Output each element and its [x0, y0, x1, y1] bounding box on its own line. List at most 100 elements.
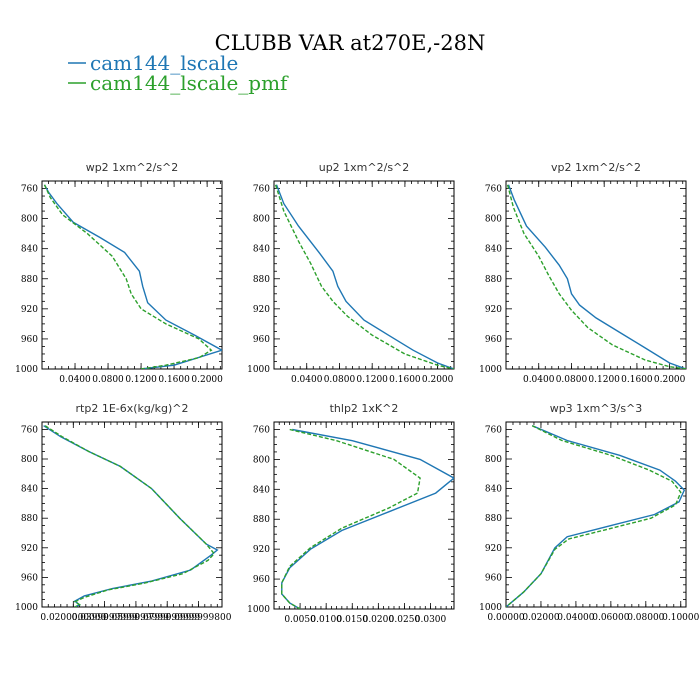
- y-tick-label: 1000: [479, 365, 502, 375]
- y-tick-label: 840: [21, 485, 38, 495]
- y-tick-label: 960: [253, 335, 270, 345]
- series-line-2: [506, 425, 682, 607]
- x-tick-label: 0.0799999999: [134, 613, 200, 623]
- x-tick-label: 0.0400: [59, 375, 91, 385]
- x-tick-label: 0.0250: [389, 615, 421, 625]
- y-tick-label: 960: [21, 335, 38, 345]
- y-tick-label: 760: [21, 185, 38, 195]
- plot-frame: [273, 421, 455, 610]
- y-tick-label: 760: [485, 185, 502, 195]
- series-line-1: [275, 184, 454, 369]
- x-tick-label: 0.00000: [487, 613, 524, 623]
- panel-3: vp2 1xm^2/s^2 0.0400 0.0800 0.1200 0.1600 0.2…: [479, 161, 687, 385]
- x-tick-label: 0.0399999999: [72, 613, 138, 623]
- x-tick-label: 0.0800: [324, 375, 356, 385]
- legend-label-series-2: cam144_lscale_pmf: [90, 71, 289, 95]
- x-tick-label: 0.1200: [588, 375, 620, 385]
- x-tick-label: 0.1600: [158, 375, 190, 385]
- x-tick-label: 0.0200: [363, 615, 395, 625]
- series-line-1: [507, 184, 686, 369]
- y-tick-label: 760: [253, 185, 270, 195]
- x-tick-label: 0.08000: [627, 613, 664, 623]
- x-tick-label: 0.04000: [557, 613, 594, 623]
- x-tick-label: 0.1600: [621, 375, 653, 385]
- y-tick-label: 1000: [247, 365, 270, 375]
- panel-title: rtp2 1E-6x(kg/kg)^2: [76, 402, 189, 415]
- plot-frame: [505, 421, 687, 608]
- x-tick-label: 0.0200000000: [40, 613, 106, 623]
- panel-title: wp2 1xm^2/s^2: [86, 161, 179, 174]
- y-tick-label: 800: [21, 455, 38, 465]
- panel-2: up2 1xm^2/s^2 0.0400 0.0800 0.1200 0.1600 0.2…: [247, 161, 455, 385]
- y-tick-label: 920: [253, 545, 270, 555]
- y-tick-label: 960: [21, 573, 38, 583]
- y-tick-label: 880: [253, 515, 270, 525]
- x-tick-label: 0.1200: [125, 375, 157, 385]
- y-tick-label: 1000: [15, 603, 38, 613]
- x-tick-label: 0.0800: [92, 375, 124, 385]
- x-tick-label: 0.10000: [662, 613, 699, 623]
- y-tick-label: 880: [21, 514, 38, 524]
- panel-5: thlp2 1xK^2 0.00500.01000.01500.02000.025…: [247, 402, 455, 625]
- y-tick-label: 760: [253, 425, 270, 435]
- panel-title: thlp2 1xK^2: [330, 402, 399, 415]
- y-tick-label: 920: [21, 544, 38, 554]
- x-tick-label: 0.2000: [422, 375, 454, 385]
- x-tick-label: 0.0050: [284, 615, 316, 625]
- panel-1: wp2 1xm^2/s^2 0.0400 0.0800 0.1200 0.1600 0.2…: [15, 161, 223, 385]
- x-tick-label: 0.0300: [415, 615, 447, 625]
- panel-title: up2 1xm^2/s^2: [319, 161, 410, 174]
- y-tick-label: 960: [485, 573, 502, 583]
- series-line-2: [43, 184, 213, 369]
- x-tick-label: 0.0599999999: [103, 613, 169, 623]
- y-tick-label: 1000: [15, 365, 38, 375]
- figure-title: CLUBB VAR at270E,-28N: [215, 31, 486, 55]
- y-tick-label: 800: [485, 215, 502, 225]
- y-tick-label: 840: [485, 245, 502, 255]
- y-tick-label: 880: [485, 514, 502, 524]
- panel-4: rtp2 1E-6x(kg/kg)^2 0.02000000000.0399999…: [15, 402, 232, 623]
- x-tick-label: 0.0150: [337, 615, 369, 625]
- y-tick-label: 920: [485, 544, 502, 554]
- y-tick-label: 960: [253, 575, 270, 585]
- panel-6: wp3 1xm^3/s^3 0.000000.020000.040000.0600…: [479, 402, 700, 623]
- plot-frame: [273, 180, 455, 370]
- y-tick-label: 840: [253, 245, 270, 255]
- x-tick-label: 0.0400: [523, 375, 555, 385]
- series-line-1: [43, 425, 219, 607]
- x-tick-label: 0.2000: [191, 375, 223, 385]
- y-tick-label: 920: [485, 305, 502, 315]
- y-tick-label: 920: [21, 305, 38, 315]
- series-line-2: [274, 184, 454, 369]
- y-tick-label: 880: [485, 275, 502, 285]
- legend: cam144_lscale cam144_lscale_pmf: [68, 51, 289, 95]
- plot-frame: [505, 180, 687, 370]
- x-tick-label: 0.1600: [389, 375, 421, 385]
- x-tick-label: 0.2000: [654, 375, 686, 385]
- y-tick-label: 840: [485, 485, 502, 495]
- series-line-1: [281, 428, 454, 609]
- y-tick-label: 880: [21, 275, 38, 285]
- y-tick-label: 920: [253, 305, 270, 315]
- x-tick-label: 0.02000: [522, 613, 559, 623]
- panels: wp2 1xm^2/s^20.0400 0.0800 0.1200 0.1600 0.2…: [15, 161, 700, 625]
- y-tick-label: 800: [485, 455, 502, 465]
- x-tick-label: 0.1200: [356, 375, 388, 385]
- y-tick-label: 800: [253, 215, 270, 225]
- y-tick-label: 760: [21, 425, 38, 435]
- series-line-2: [44, 425, 216, 607]
- y-tick-label: 880: [253, 275, 270, 285]
- x-tick-label: 0.06000: [592, 613, 629, 623]
- plot-frame: [41, 421, 223, 608]
- y-tick-label: 840: [253, 485, 270, 495]
- legend-label-series-1: cam144_lscale: [90, 51, 238, 75]
- series-line-2: [281, 428, 421, 609]
- y-tick-label: 1000: [479, 603, 502, 613]
- panel-title: vp2 1xm^2/s^2: [551, 161, 641, 174]
- x-tick-label: 0.0400: [291, 375, 323, 385]
- x-tick-label: 0.0999999800: [166, 613, 232, 623]
- series-line-1: [43, 184, 222, 369]
- series-line-2: [506, 184, 686, 369]
- y-tick-label: 840: [21, 245, 38, 255]
